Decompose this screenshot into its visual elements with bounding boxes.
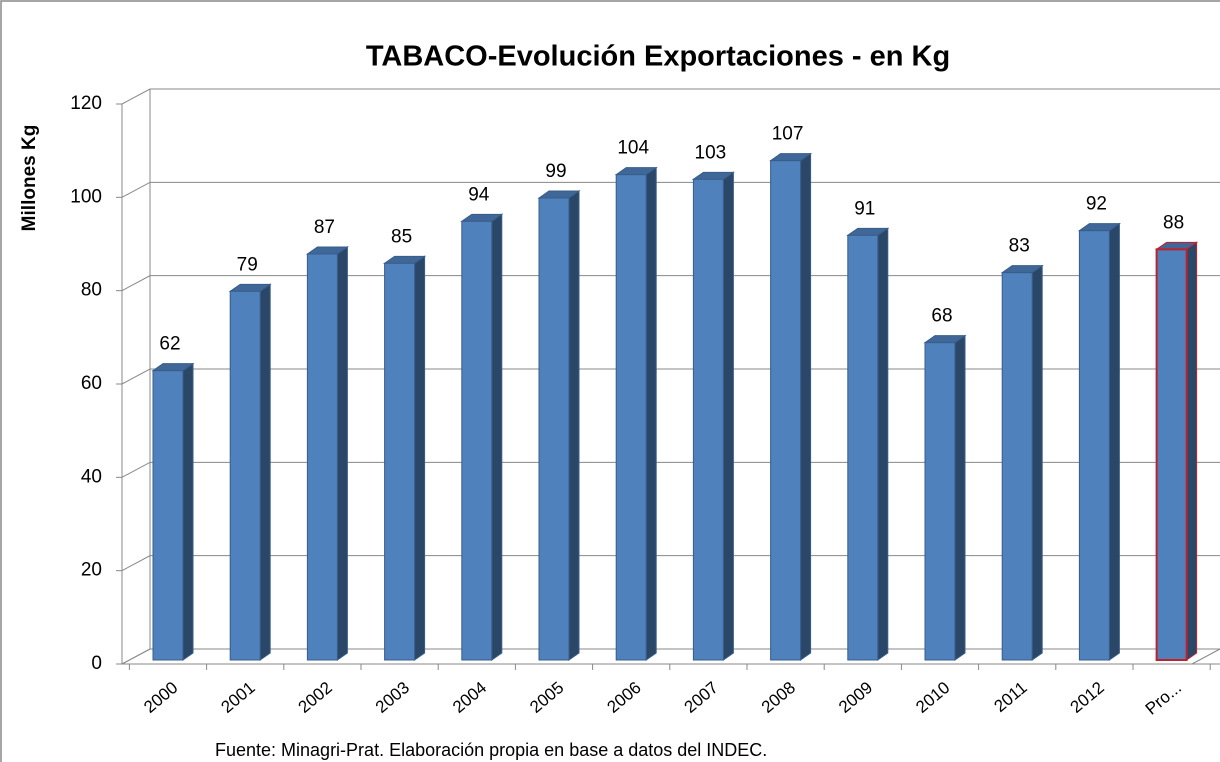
bar-side (182, 362, 194, 661)
y-tick-label: 120 (70, 93, 102, 114)
bar (924, 342, 956, 661)
value-label: 88 (1163, 212, 1184, 233)
bar-side (491, 213, 503, 661)
source-note: Fuente: Minagri-Prat. Elaboración propia… (215, 740, 767, 760)
bar-side (1031, 264, 1043, 661)
value-label: 79 (237, 254, 258, 275)
value-label: 99 (545, 161, 566, 182)
value-label: 91 (854, 198, 875, 219)
bar (384, 262, 416, 661)
value-label: 92 (1086, 194, 1107, 215)
y-tick-label: 80 (81, 280, 102, 301)
y-tick-label: 0 (91, 653, 102, 674)
value-label: 62 (159, 334, 180, 355)
value-label: 87 (314, 217, 335, 238)
bar (847, 234, 879, 661)
grid-line (121, 181, 1220, 198)
bar (1155, 248, 1188, 661)
value-label: 104 (617, 138, 649, 159)
value-label: 94 (468, 184, 490, 205)
bar-side (800, 152, 812, 661)
bar (152, 370, 184, 661)
value-label: 107 (772, 124, 804, 145)
value-label: 85 (391, 226, 412, 247)
bar-side (954, 334, 966, 661)
value-label: 83 (1009, 236, 1030, 257)
chart-title: TABACO-Evolución Exportaciones - en Kg (366, 41, 950, 73)
bar (461, 220, 493, 661)
bar (538, 197, 570, 661)
y-tick-label: 60 (81, 373, 102, 394)
bar (1078, 230, 1110, 661)
bar (692, 178, 724, 661)
y-tick-label: 20 (81, 560, 102, 581)
y-tick-label: 40 (81, 466, 102, 487)
grid-line (121, 88, 1220, 105)
bar (615, 174, 647, 661)
bar-side (336, 246, 348, 661)
bar-side (722, 171, 734, 661)
bar (770, 160, 802, 661)
bar-side (645, 166, 657, 661)
bar (229, 290, 261, 661)
bar-side (414, 255, 426, 661)
bar-side (259, 283, 271, 661)
y-axis-label: Millones Kg (19, 125, 40, 232)
bar-side (568, 190, 580, 661)
bar (306, 253, 338, 661)
bar-side (877, 227, 889, 661)
value-label: 68 (931, 306, 952, 327)
y-tick-label: 100 (70, 186, 102, 207)
bar-side (1186, 241, 1198, 661)
value-label: 103 (695, 142, 727, 163)
bar (1001, 272, 1033, 661)
bar-side (1108, 222, 1120, 661)
